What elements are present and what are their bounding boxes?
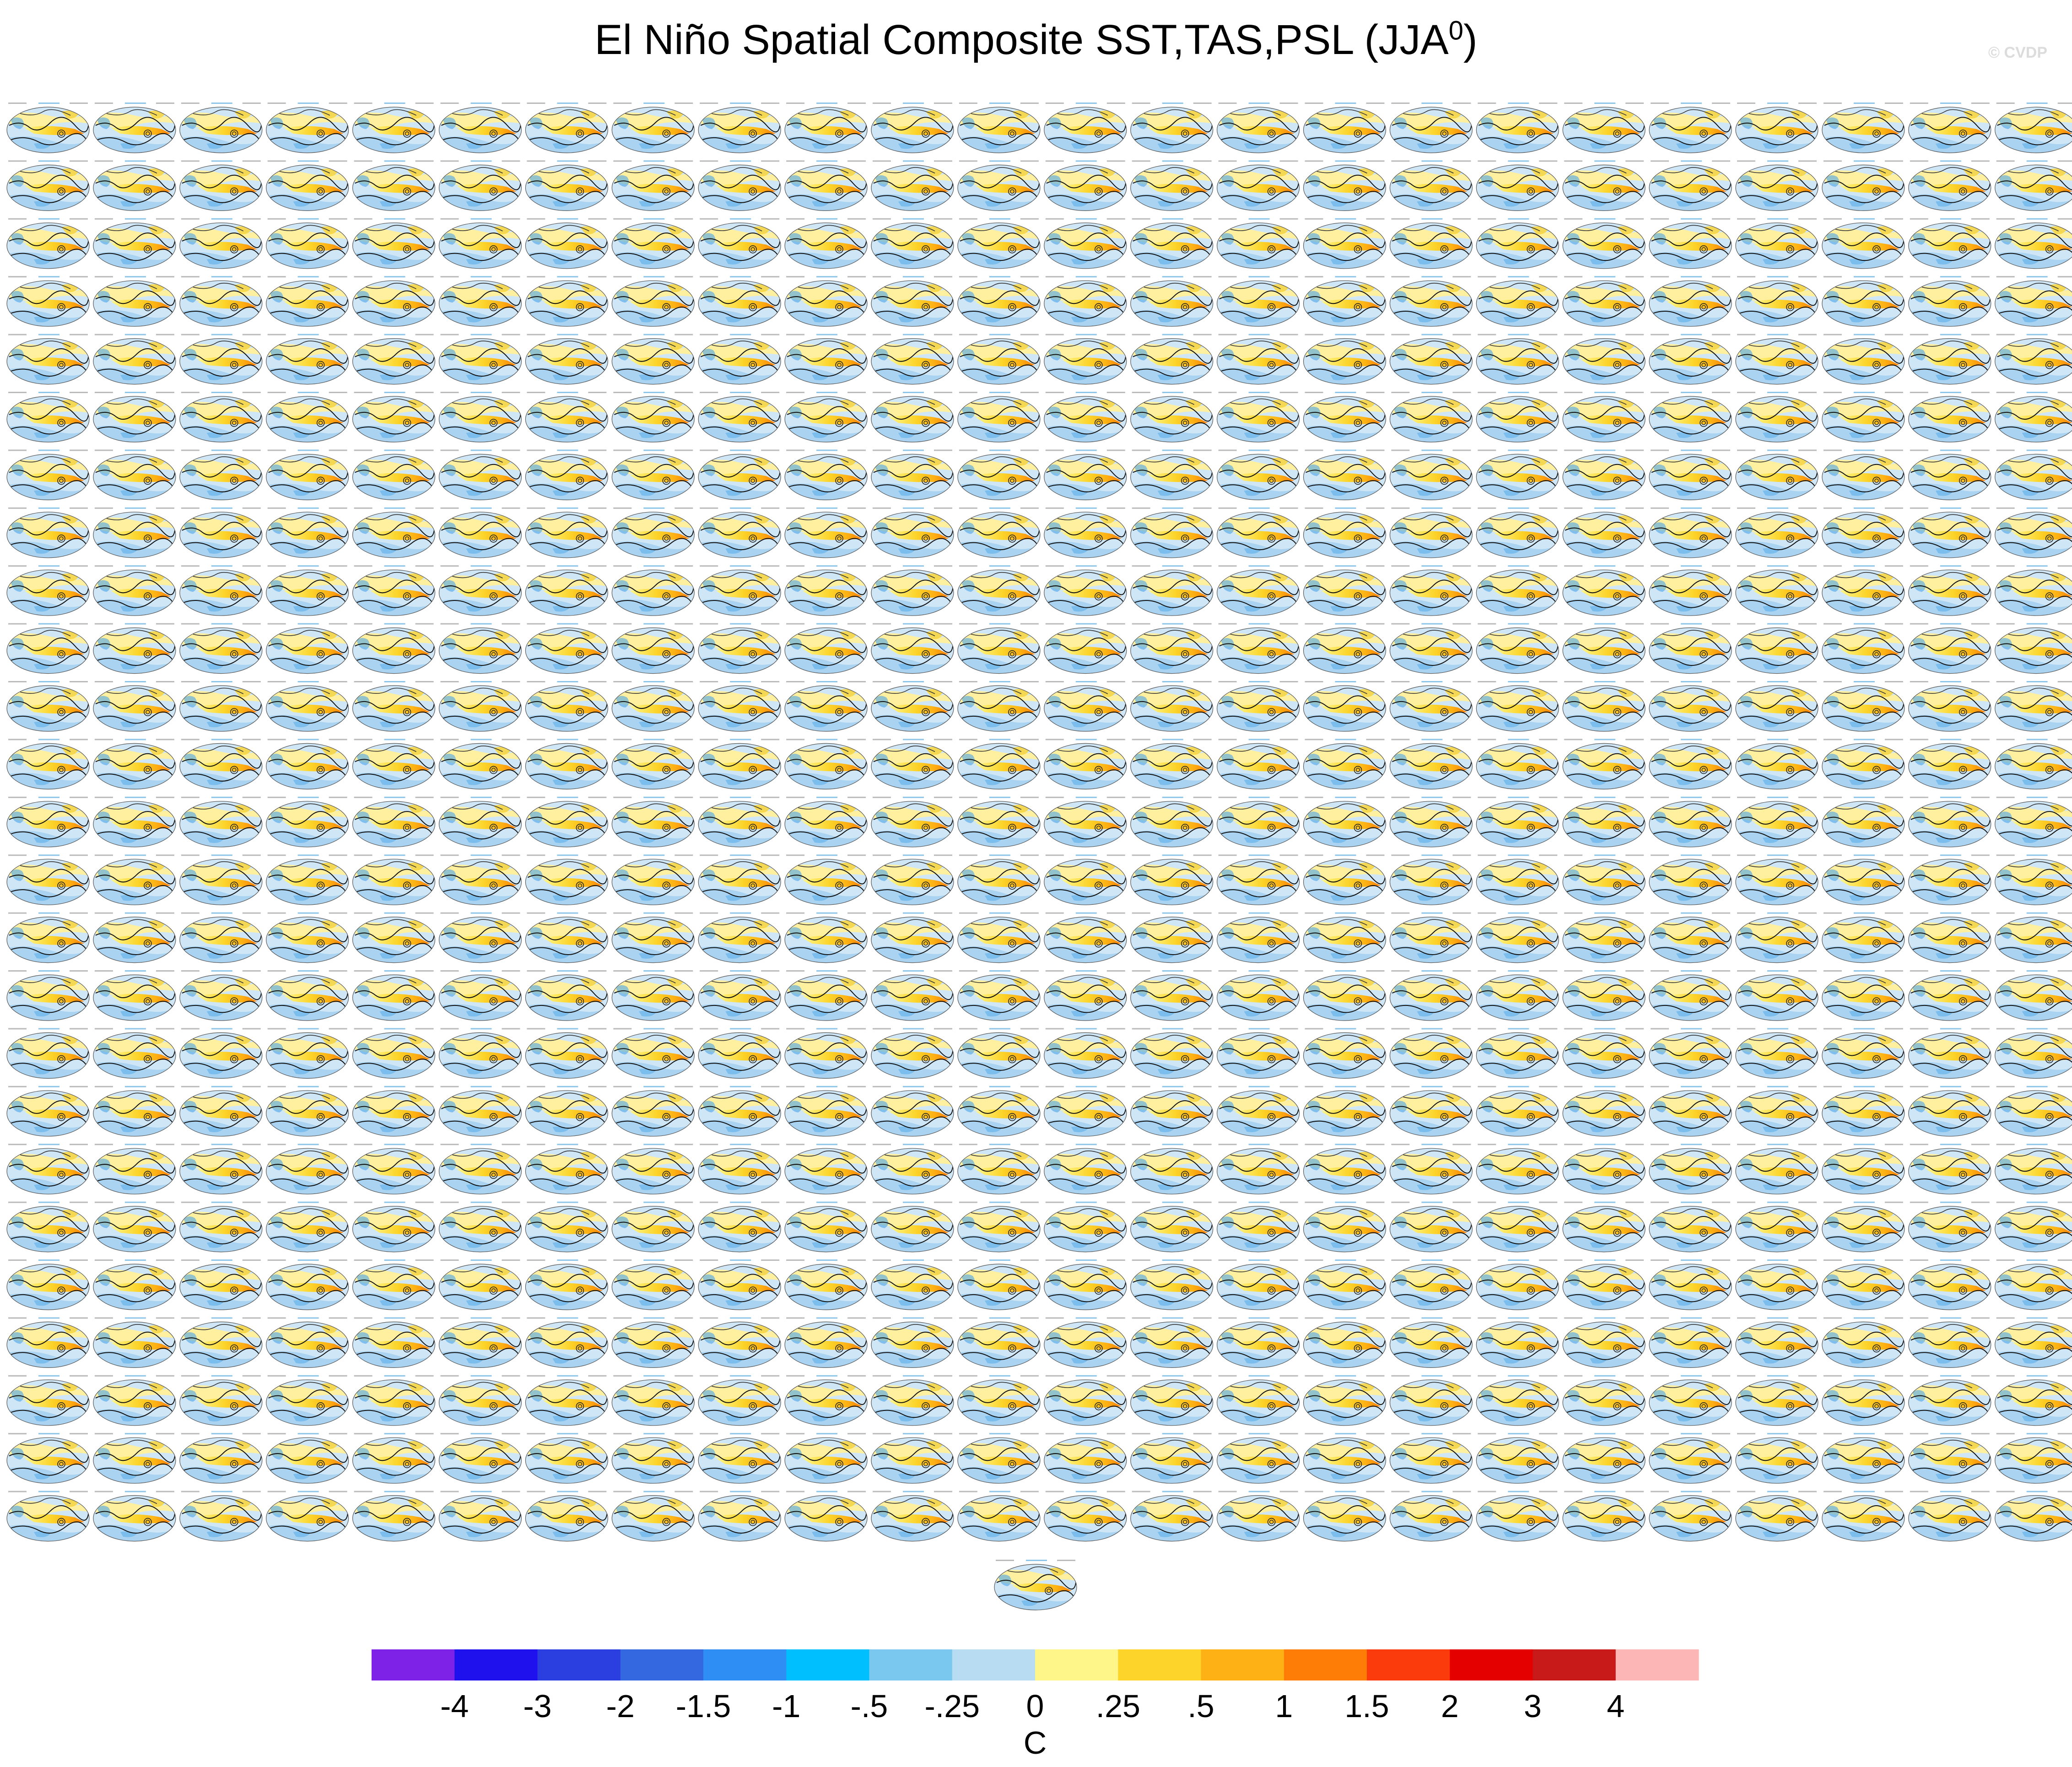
colorbar-swatch (1201, 1649, 1284, 1681)
colorbar-tick-label: 1 (1275, 1688, 1293, 1724)
colorbar-tick-label: -1.5 (676, 1688, 731, 1724)
chart-title: El Niño Spatial Composite SST,TAS,PSL (J… (0, 15, 2072, 65)
colorbar-tick-label: 2 (1441, 1688, 1459, 1724)
colorbar-tick-label: -1 (772, 1688, 800, 1724)
colorbar-tick-label: 0 (1026, 1688, 1044, 1724)
colorbar-tick-label: -.5 (851, 1688, 888, 1724)
colorbar-tick-label: -.25 (924, 1688, 980, 1724)
title-main: El Niño Spatial Composite SST,TAS,PSL (J… (594, 16, 1449, 63)
colorbar-swatch (1615, 1649, 1699, 1681)
colorbar-tick-label: -3 (523, 1688, 551, 1724)
colorbar-tick-label: 3 (1524, 1688, 1542, 1724)
colorbar-swatch (786, 1649, 870, 1681)
colorbar-swatch (869, 1649, 953, 1681)
colorbar-swatch (703, 1649, 787, 1681)
cvdp-watermark: © CVDP (1988, 44, 2047, 61)
colorbar-swatch (952, 1649, 1036, 1681)
colorbar-tick-label: 1.5 (1344, 1688, 1389, 1724)
title-suffix: ) (1463, 16, 1478, 63)
colorbar-tick-label: .25 (1096, 1688, 1140, 1724)
colorbar-swatch (372, 1649, 455, 1681)
colorbar-swatch (1532, 1649, 1616, 1681)
colorbar-tick-label: 4 (1607, 1688, 1624, 1724)
colorbar-swatch (1118, 1649, 1202, 1681)
colorbar-tick-label: .5 (1187, 1688, 1214, 1724)
colorbar-unit-label: C (1024, 1725, 1047, 1761)
title-superscript: 0 (1448, 16, 1463, 46)
colorbar-swatch (454, 1649, 538, 1681)
colorbar-swatch (1367, 1649, 1450, 1681)
colorbar-swatch (620, 1649, 704, 1681)
colorbar-swatch (537, 1649, 621, 1681)
colorbar-swatch (1284, 1649, 1367, 1681)
colorbar-swatch (1035, 1649, 1118, 1681)
colorbar-tick-label: -4 (440, 1688, 469, 1724)
colorbar-swatch (1450, 1649, 1533, 1681)
colorbar-tick-label: -2 (606, 1688, 635, 1724)
